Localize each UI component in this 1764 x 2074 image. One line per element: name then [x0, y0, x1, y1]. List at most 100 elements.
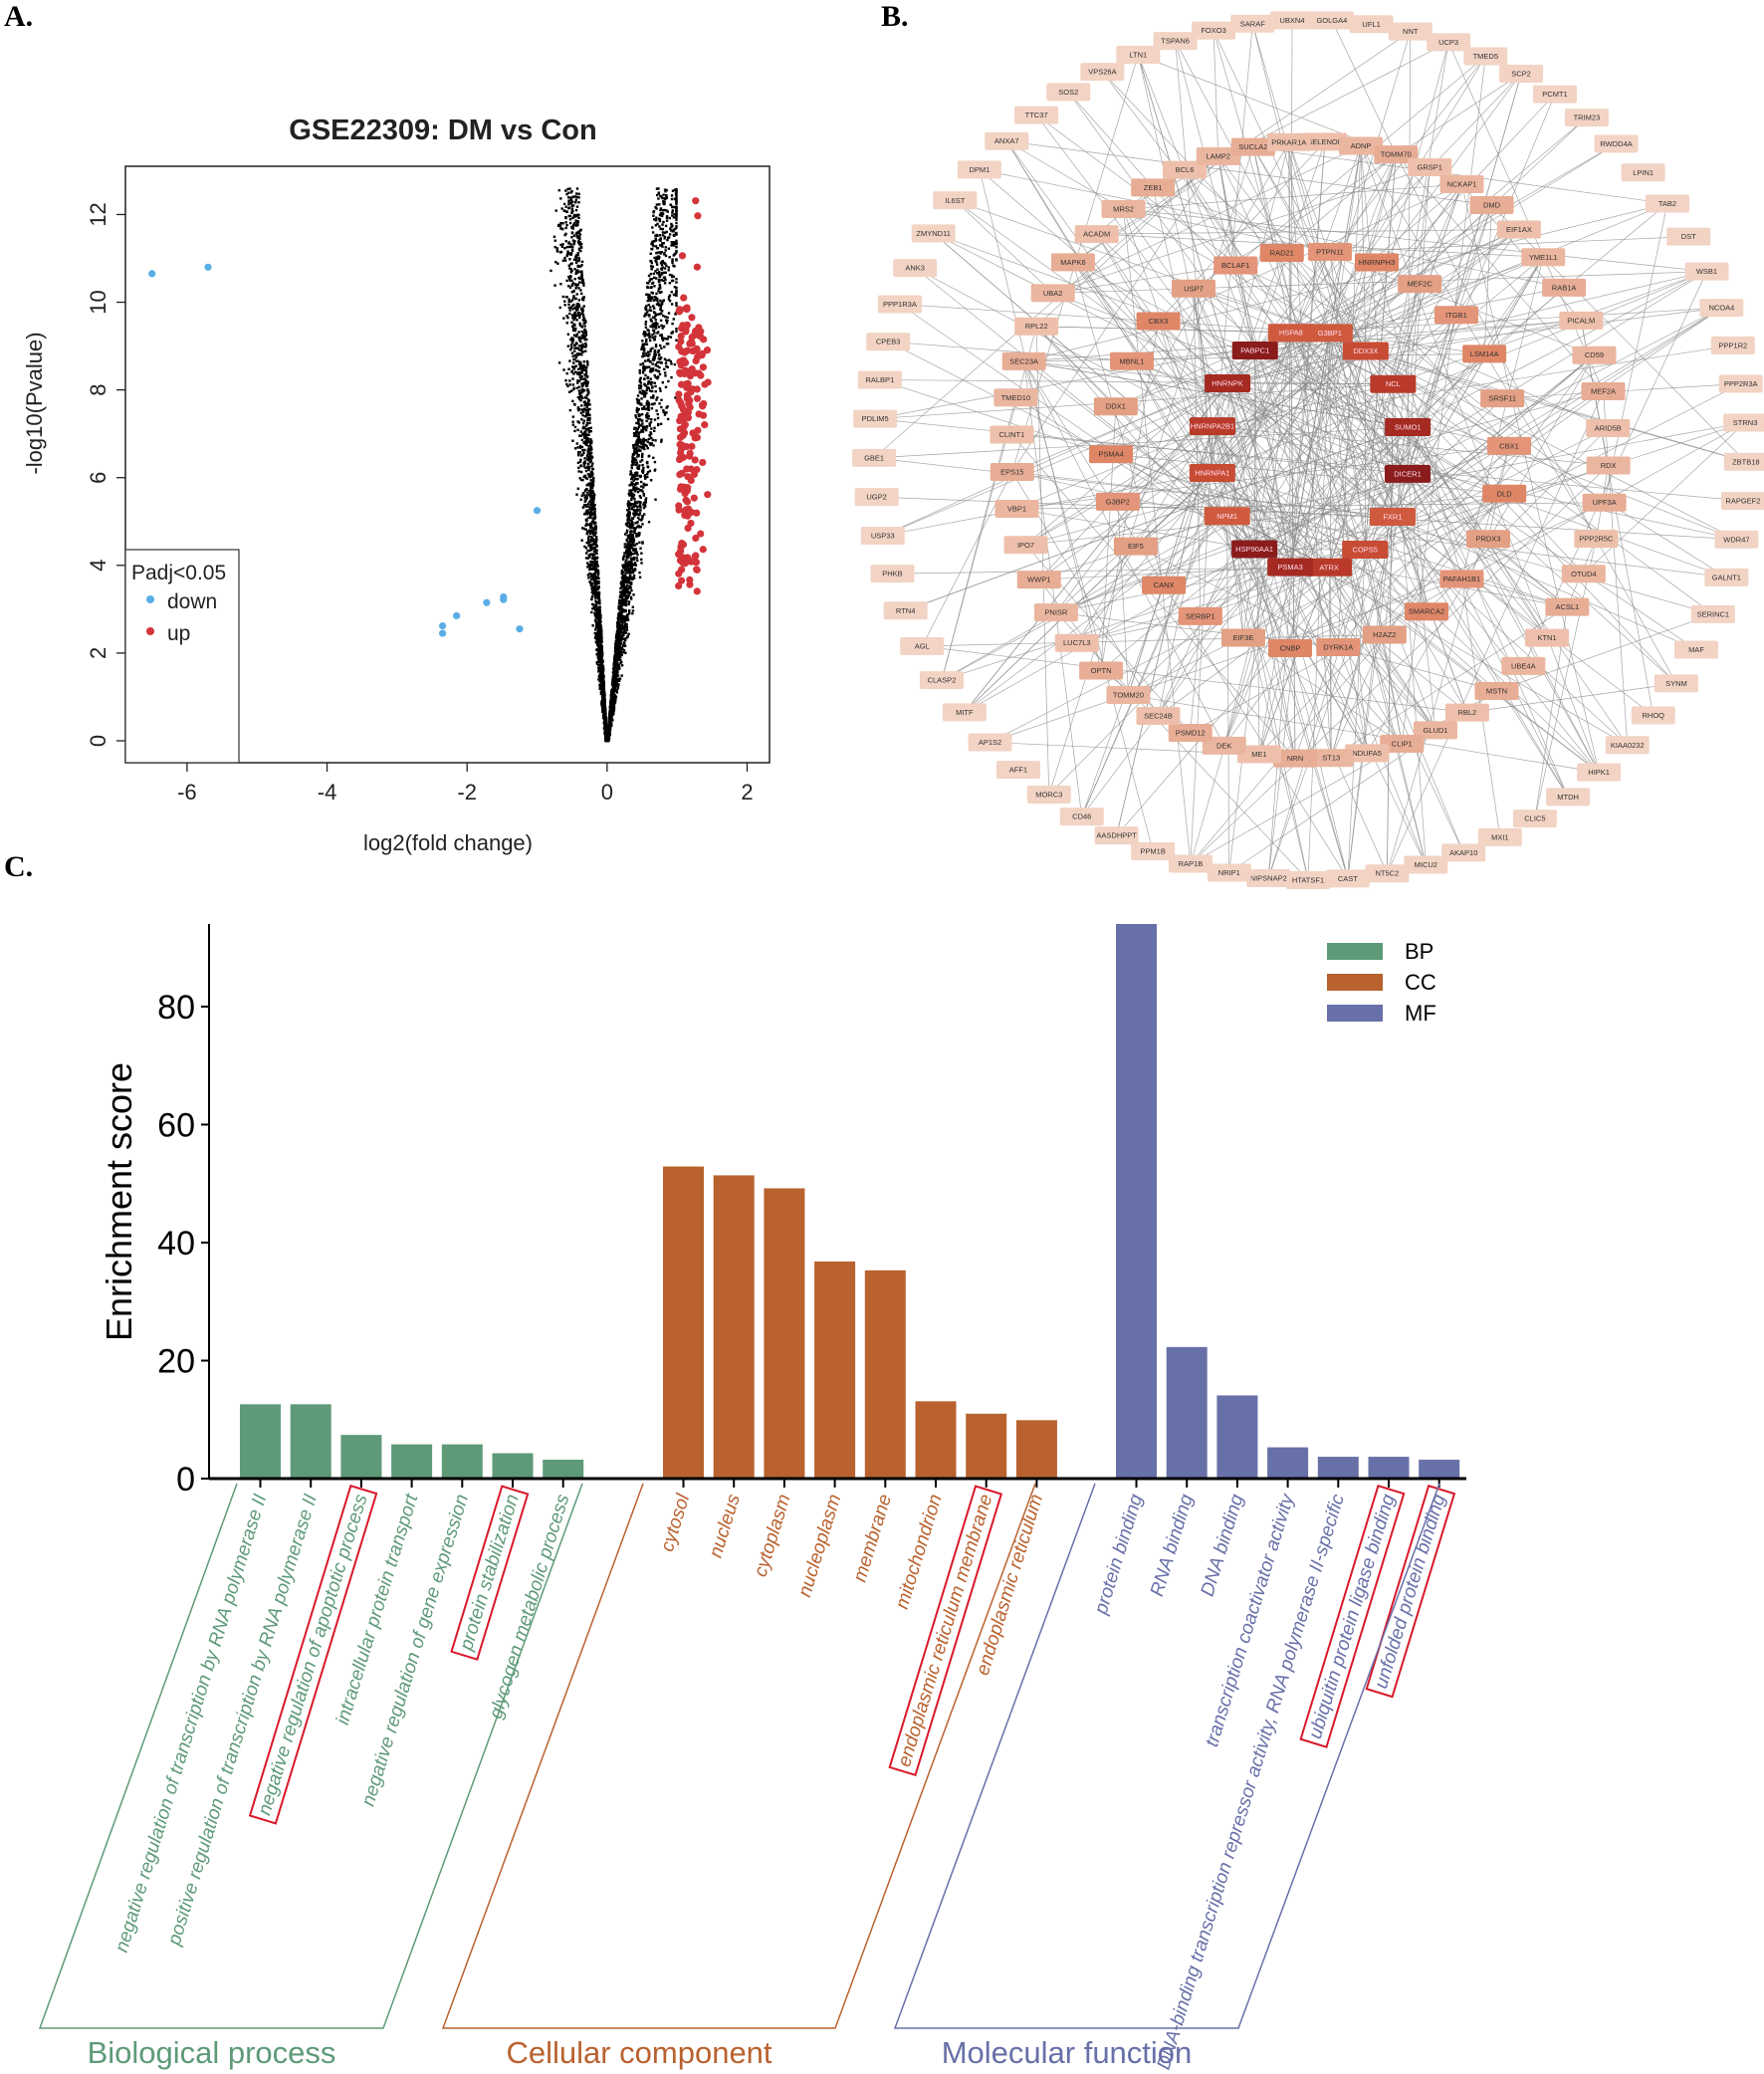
- ns-point: [625, 551, 628, 554]
- ns-point: [581, 279, 584, 282]
- ns-point: [573, 425, 577, 429]
- ns-point: [628, 517, 631, 521]
- ns-point: [568, 187, 571, 190]
- ns-point: [675, 213, 678, 216]
- ns-point: [648, 309, 651, 312]
- ns-point: [642, 405, 646, 408]
- ns-point: [602, 727, 606, 730]
- network-edge: [1365, 549, 1428, 612]
- ns-point: [597, 576, 600, 580]
- ns-point: [592, 492, 595, 496]
- ns-point: [633, 427, 636, 431]
- ns-point: [583, 403, 586, 407]
- ns-point: [598, 679, 601, 683]
- ns-point: [591, 554, 594, 557]
- ns-point: [572, 334, 576, 337]
- ns-point: [593, 548, 597, 552]
- ns-point: [645, 366, 648, 369]
- ns-point: [594, 580, 597, 584]
- ns-point: [571, 420, 574, 423]
- ns-point: [618, 599, 621, 602]
- ns-point: [622, 587, 626, 590]
- ns-point: [656, 222, 659, 226]
- ns-point: [599, 662, 602, 665]
- ns-point: [630, 558, 633, 562]
- ns-point: [591, 482, 594, 486]
- network-edge: [1184, 169, 1292, 334]
- ns-point: [571, 415, 575, 418]
- ns-point: [570, 200, 574, 203]
- ns-point: [596, 571, 600, 574]
- ns-point: [589, 482, 593, 486]
- network-edge: [1365, 42, 1449, 351]
- ns-point: [577, 304, 581, 308]
- ns-point: [665, 364, 668, 368]
- ns-point: [638, 464, 641, 467]
- ns-point: [663, 413, 667, 416]
- ns-point: [651, 265, 654, 269]
- ns-point: [670, 222, 673, 226]
- ns-point: [576, 264, 579, 268]
- ns-point: [585, 365, 588, 369]
- ns-point: [586, 502, 590, 506]
- ns-point: [630, 466, 634, 470]
- ns-point: [637, 413, 640, 416]
- ns-point: [614, 698, 617, 702]
- ns-point: [574, 315, 577, 318]
- ns-point: [653, 429, 656, 432]
- ns-point: [578, 237, 581, 241]
- ns-point: [638, 431, 641, 434]
- ns-point: [618, 625, 622, 628]
- ns-point: [641, 490, 644, 493]
- ns-point: [633, 449, 636, 452]
- network-edge: [1226, 516, 1230, 873]
- ns-point: [675, 218, 678, 221]
- ns-point: [660, 279, 663, 282]
- ns-point: [668, 233, 672, 236]
- ns-point: [571, 423, 574, 426]
- ns-point: [670, 303, 674, 306]
- ns-point: [606, 739, 609, 743]
- ns-point: [596, 569, 600, 573]
- ns-point: [634, 548, 637, 551]
- ns-point: [649, 252, 652, 255]
- ns-point: [628, 512, 632, 515]
- ns-point: [572, 323, 575, 326]
- ns-point: [592, 476, 595, 480]
- ns-point: [587, 482, 590, 486]
- ns-point: [588, 554, 591, 557]
- ns-point: [625, 622, 628, 626]
- ns-point: [643, 447, 646, 451]
- ns-point: [657, 360, 661, 364]
- ns-point: [583, 496, 586, 500]
- ns-point: [612, 681, 615, 685]
- up-point: [687, 476, 695, 485]
- ns-point: [628, 568, 631, 572]
- ns-point: [647, 408, 651, 411]
- ns-point: [580, 494, 583, 498]
- ns-point: [577, 389, 581, 392]
- ns-point: [651, 336, 654, 340]
- ns-point: [564, 216, 567, 219]
- ns-point: [588, 555, 591, 559]
- ns-point: [664, 271, 667, 275]
- ns-point: [578, 372, 581, 375]
- ns-point: [568, 383, 571, 386]
- ns-point: [577, 216, 580, 219]
- ns-point: [635, 406, 639, 410]
- ns-point: [634, 527, 637, 530]
- ns-point: [666, 405, 669, 408]
- ns-point: [602, 699, 605, 703]
- ns-point: [663, 276, 667, 279]
- ns-point: [675, 215, 678, 218]
- ns-point: [580, 445, 584, 449]
- ns-point: [621, 599, 625, 603]
- ns-point: [597, 605, 600, 609]
- ns-point: [598, 620, 601, 623]
- ns-point: [595, 614, 598, 618]
- ns-point: [666, 316, 669, 320]
- ns-point: [663, 237, 666, 240]
- ns-point: [666, 238, 669, 242]
- ns-point: [643, 354, 646, 357]
- ns-point: [573, 195, 577, 198]
